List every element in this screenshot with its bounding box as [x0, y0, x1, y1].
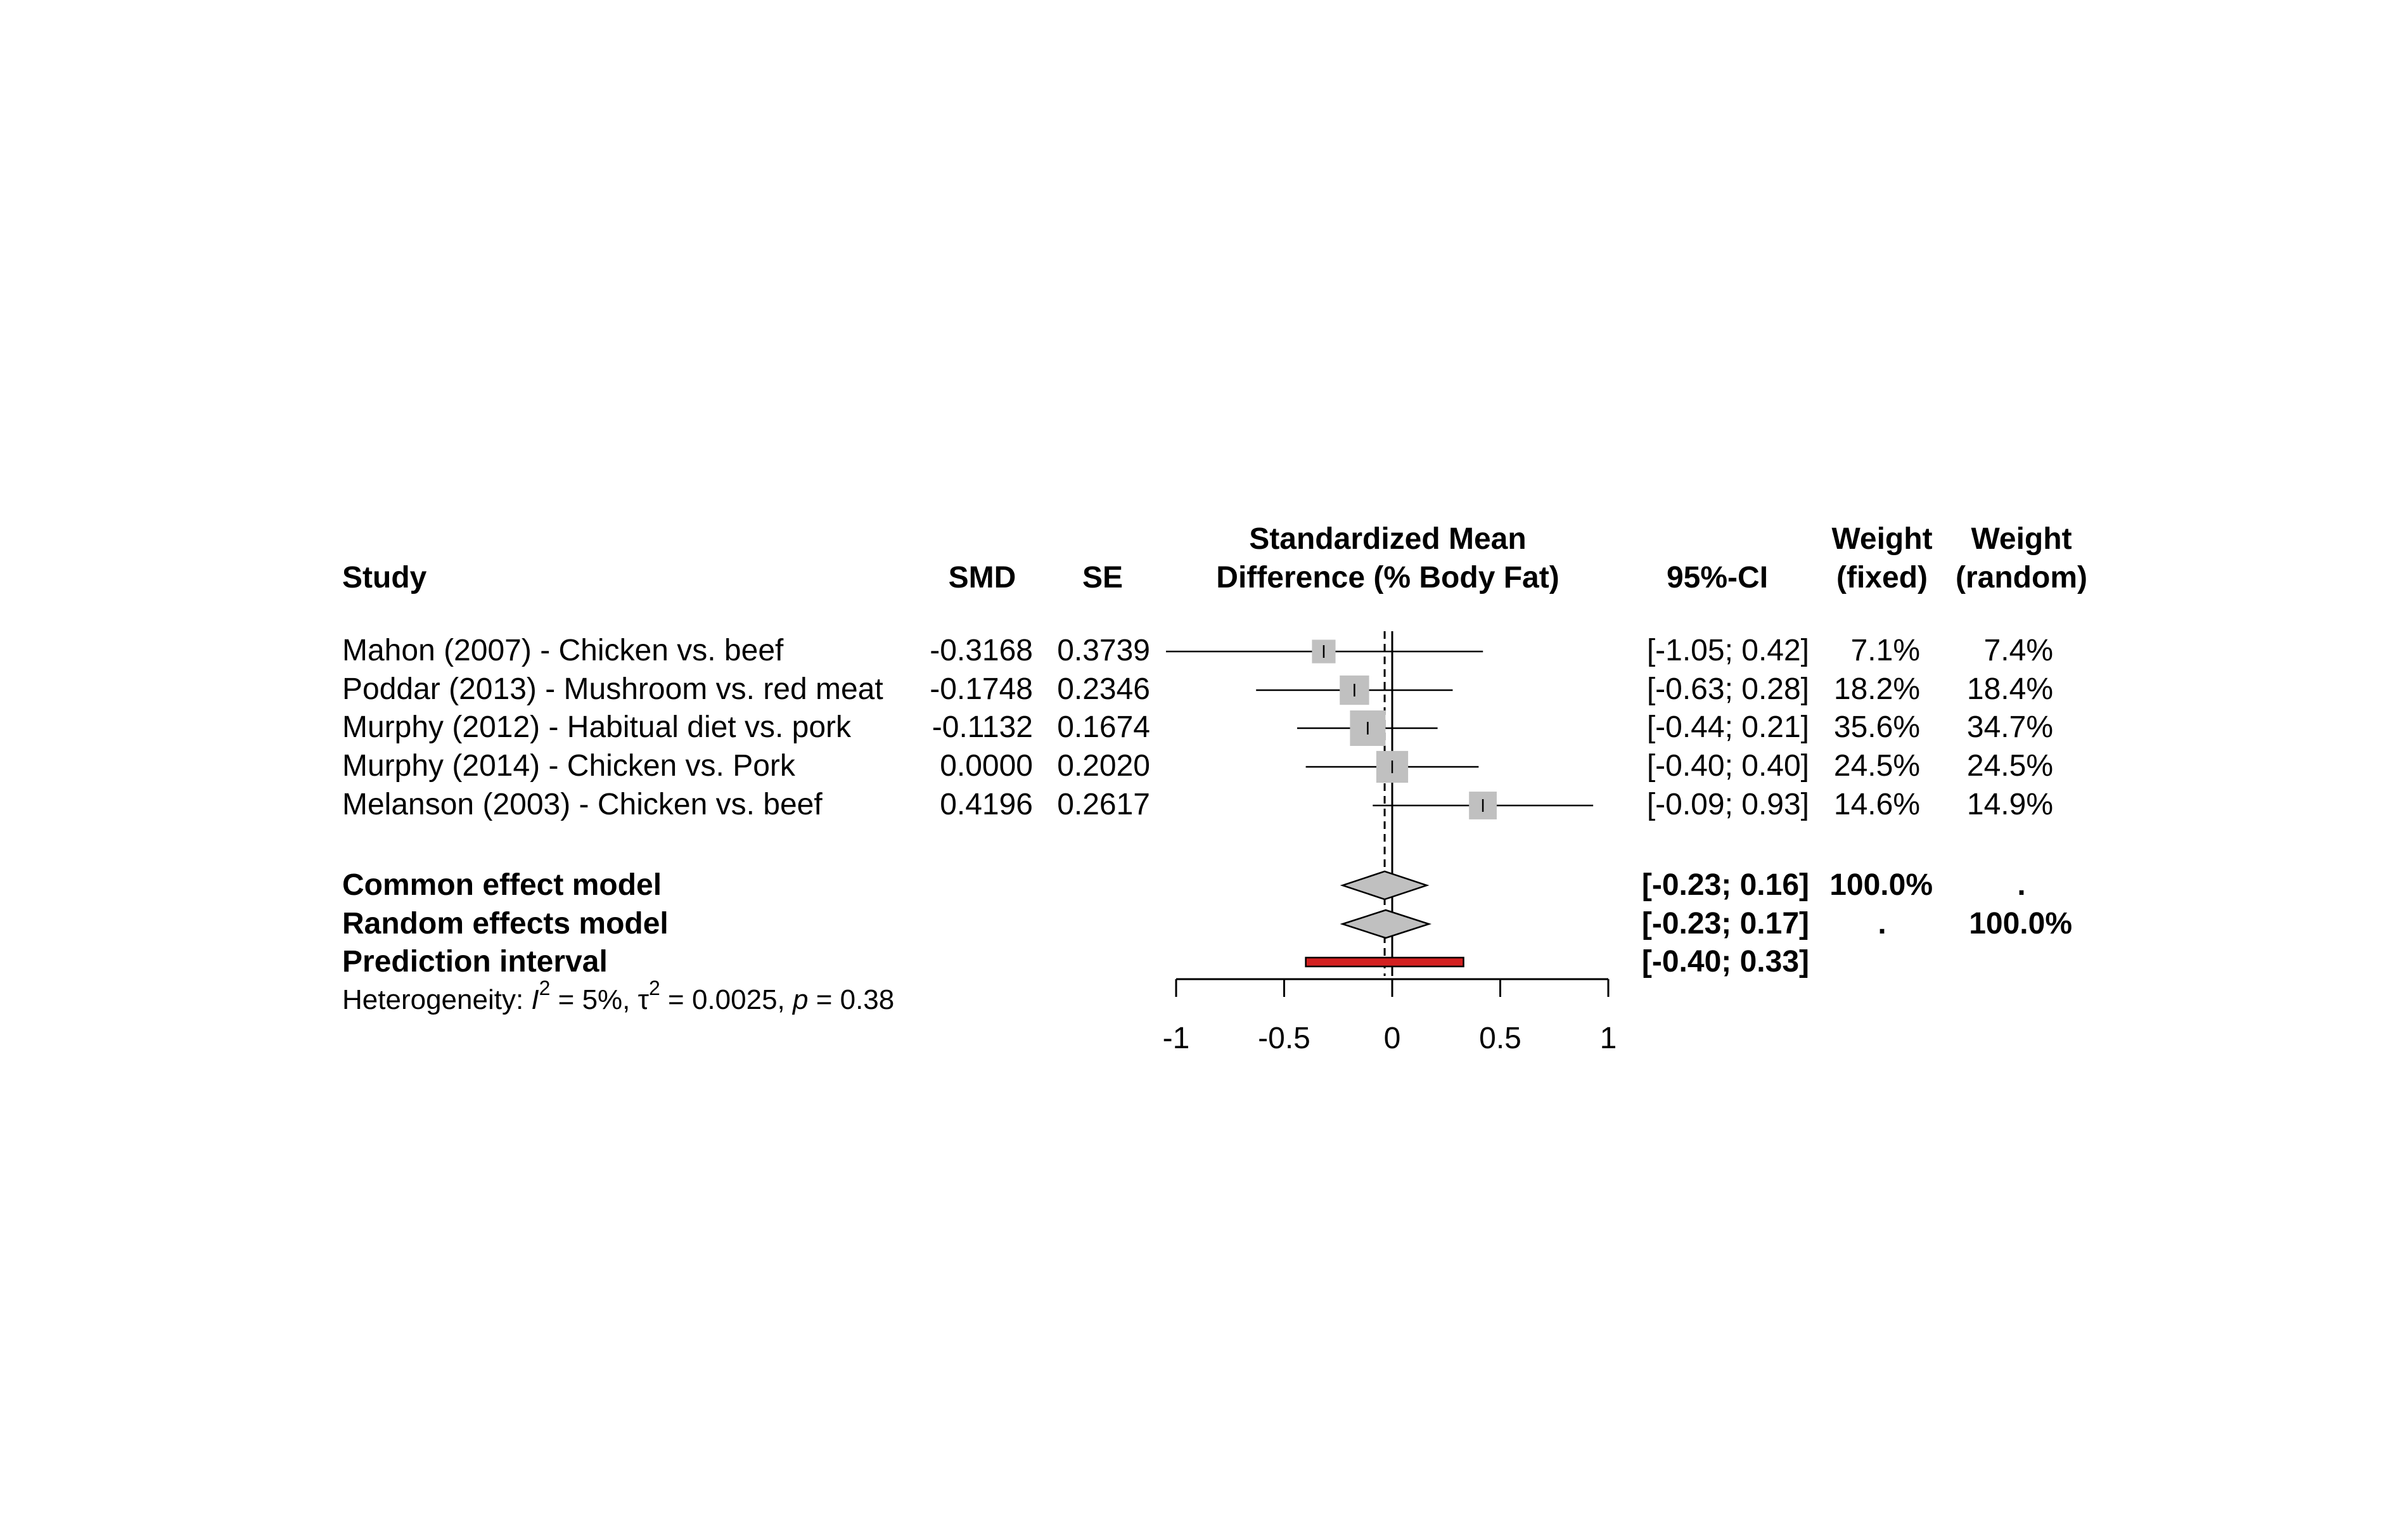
common-effect-ci: [-0.23; 0.16] [1641, 868, 1809, 902]
common-effect-weight-random: . [2017, 868, 2026, 902]
study-weight-random: 24.5% [1966, 749, 2053, 783]
study-weight-random: 7.4% [1983, 634, 2053, 667]
header-smd: SMD [948, 561, 1016, 594]
study-weight-random: 18.4% [1966, 672, 2053, 706]
study-name: Melanson (2003) - Chicken vs. beef [342, 788, 823, 821]
prediction-interval-label: Prediction interval [342, 945, 608, 979]
study-weight-fixed: 24.5% [1833, 749, 1920, 783]
study-ci: [-0.09; 0.93] [1646, 788, 1809, 821]
random-effects-weight-random: 100.0% [1969, 907, 2072, 940]
study-name: Murphy (2012) - Habitual diet vs. pork [342, 710, 852, 744]
random-effects-weight-fixed: . [1878, 907, 1886, 940]
study-se: 0.1674 [1057, 710, 1150, 744]
x-axis-tick-label: -0.5 [1258, 1022, 1310, 1055]
study-weight-random: 34.7% [1966, 710, 2053, 744]
study-weight-random: 14.9% [1966, 788, 2053, 821]
x-axis-tick-label: -1 [1162, 1022, 1190, 1055]
tau-symbol: τ [637, 984, 650, 1015]
study-smd: -0.1132 [932, 710, 1033, 744]
study-ci: [-0.63; 0.28] [1646, 672, 1809, 706]
study-smd: -0.1748 [930, 672, 1033, 706]
study-se: 0.3739 [1057, 634, 1150, 667]
tau-value: = 0.0025, [660, 984, 793, 1015]
study-se: 0.2020 [1057, 749, 1150, 783]
random-effects-label: Random effects model [342, 907, 669, 940]
common-effect-diamond [1340, 870, 1430, 901]
p-value: = 0.38 [808, 984, 895, 1015]
header-weight-fixed-line2: (fixed) [1836, 561, 1928, 594]
study-ci: [-1.05; 0.42] [1646, 634, 1809, 667]
study-weight-fixed: 14.6% [1833, 788, 1920, 821]
study-smd: 0.4196 [940, 788, 1033, 821]
x-axis-tick-label: 0 [1383, 1022, 1401, 1055]
random-effects-ci: [-0.23; 0.17] [1641, 907, 1809, 940]
header-effect-line1: Standardized Mean [1249, 522, 1527, 556]
common-effect-weight-fixed: 100.0% [1829, 868, 1933, 902]
header-weight-fixed-line1: Weight [1831, 522, 1933, 556]
study-weight-fixed: 7.1% [1850, 634, 1920, 667]
p-symbol: p [792, 984, 809, 1015]
x-axis-tick-label: 1 [1599, 1022, 1617, 1055]
study-ci: [-0.44; 0.21] [1646, 710, 1809, 744]
study-smd: -0.3168 [930, 634, 1033, 667]
study-se: 0.2617 [1057, 788, 1150, 821]
study-name: Poddar (2013) - Mushroom vs. red meat [342, 672, 883, 706]
study-weight-fixed: 18.2% [1833, 672, 1920, 706]
i2-symbol: I [531, 984, 539, 1015]
header-effect-line2: Difference (% Body Fat) [1216, 561, 1559, 594]
x-axis-tick-label: 0.5 [1479, 1022, 1521, 1055]
study-weight-fixed: 35.6% [1833, 710, 1920, 744]
common-effect-label: Common effect model [342, 868, 662, 902]
header-weight-random-line1: Weight [1971, 522, 2072, 556]
study-ci: [-0.40; 0.40] [1646, 749, 1809, 783]
header-ci: 95%-CI [1666, 561, 1769, 594]
header-se: SE [1082, 561, 1124, 594]
prediction-interval-ci: [-0.40; 0.33] [1641, 945, 1809, 979]
heterogeneity-prefix: Heterogeneity: [342, 984, 532, 1015]
study-smd: 0.0000 [940, 749, 1033, 783]
header-study: Study [342, 561, 427, 594]
i2-value: = 5%, [550, 984, 638, 1015]
study-name: Murphy (2014) - Chicken vs. Pork [342, 749, 795, 783]
header-weight-random-line2: (random) [1956, 561, 2087, 594]
prediction-interval-bar [1305, 956, 1464, 968]
heterogeneity-text: Heterogeneity: I2 = 5%, τ2 = 0.0025, p =… [342, 977, 895, 1015]
study-name: Mahon (2007) - Chicken vs. beef [342, 634, 784, 667]
random-effects-diamond [1340, 909, 1432, 939]
study-se: 0.2346 [1057, 672, 1150, 706]
